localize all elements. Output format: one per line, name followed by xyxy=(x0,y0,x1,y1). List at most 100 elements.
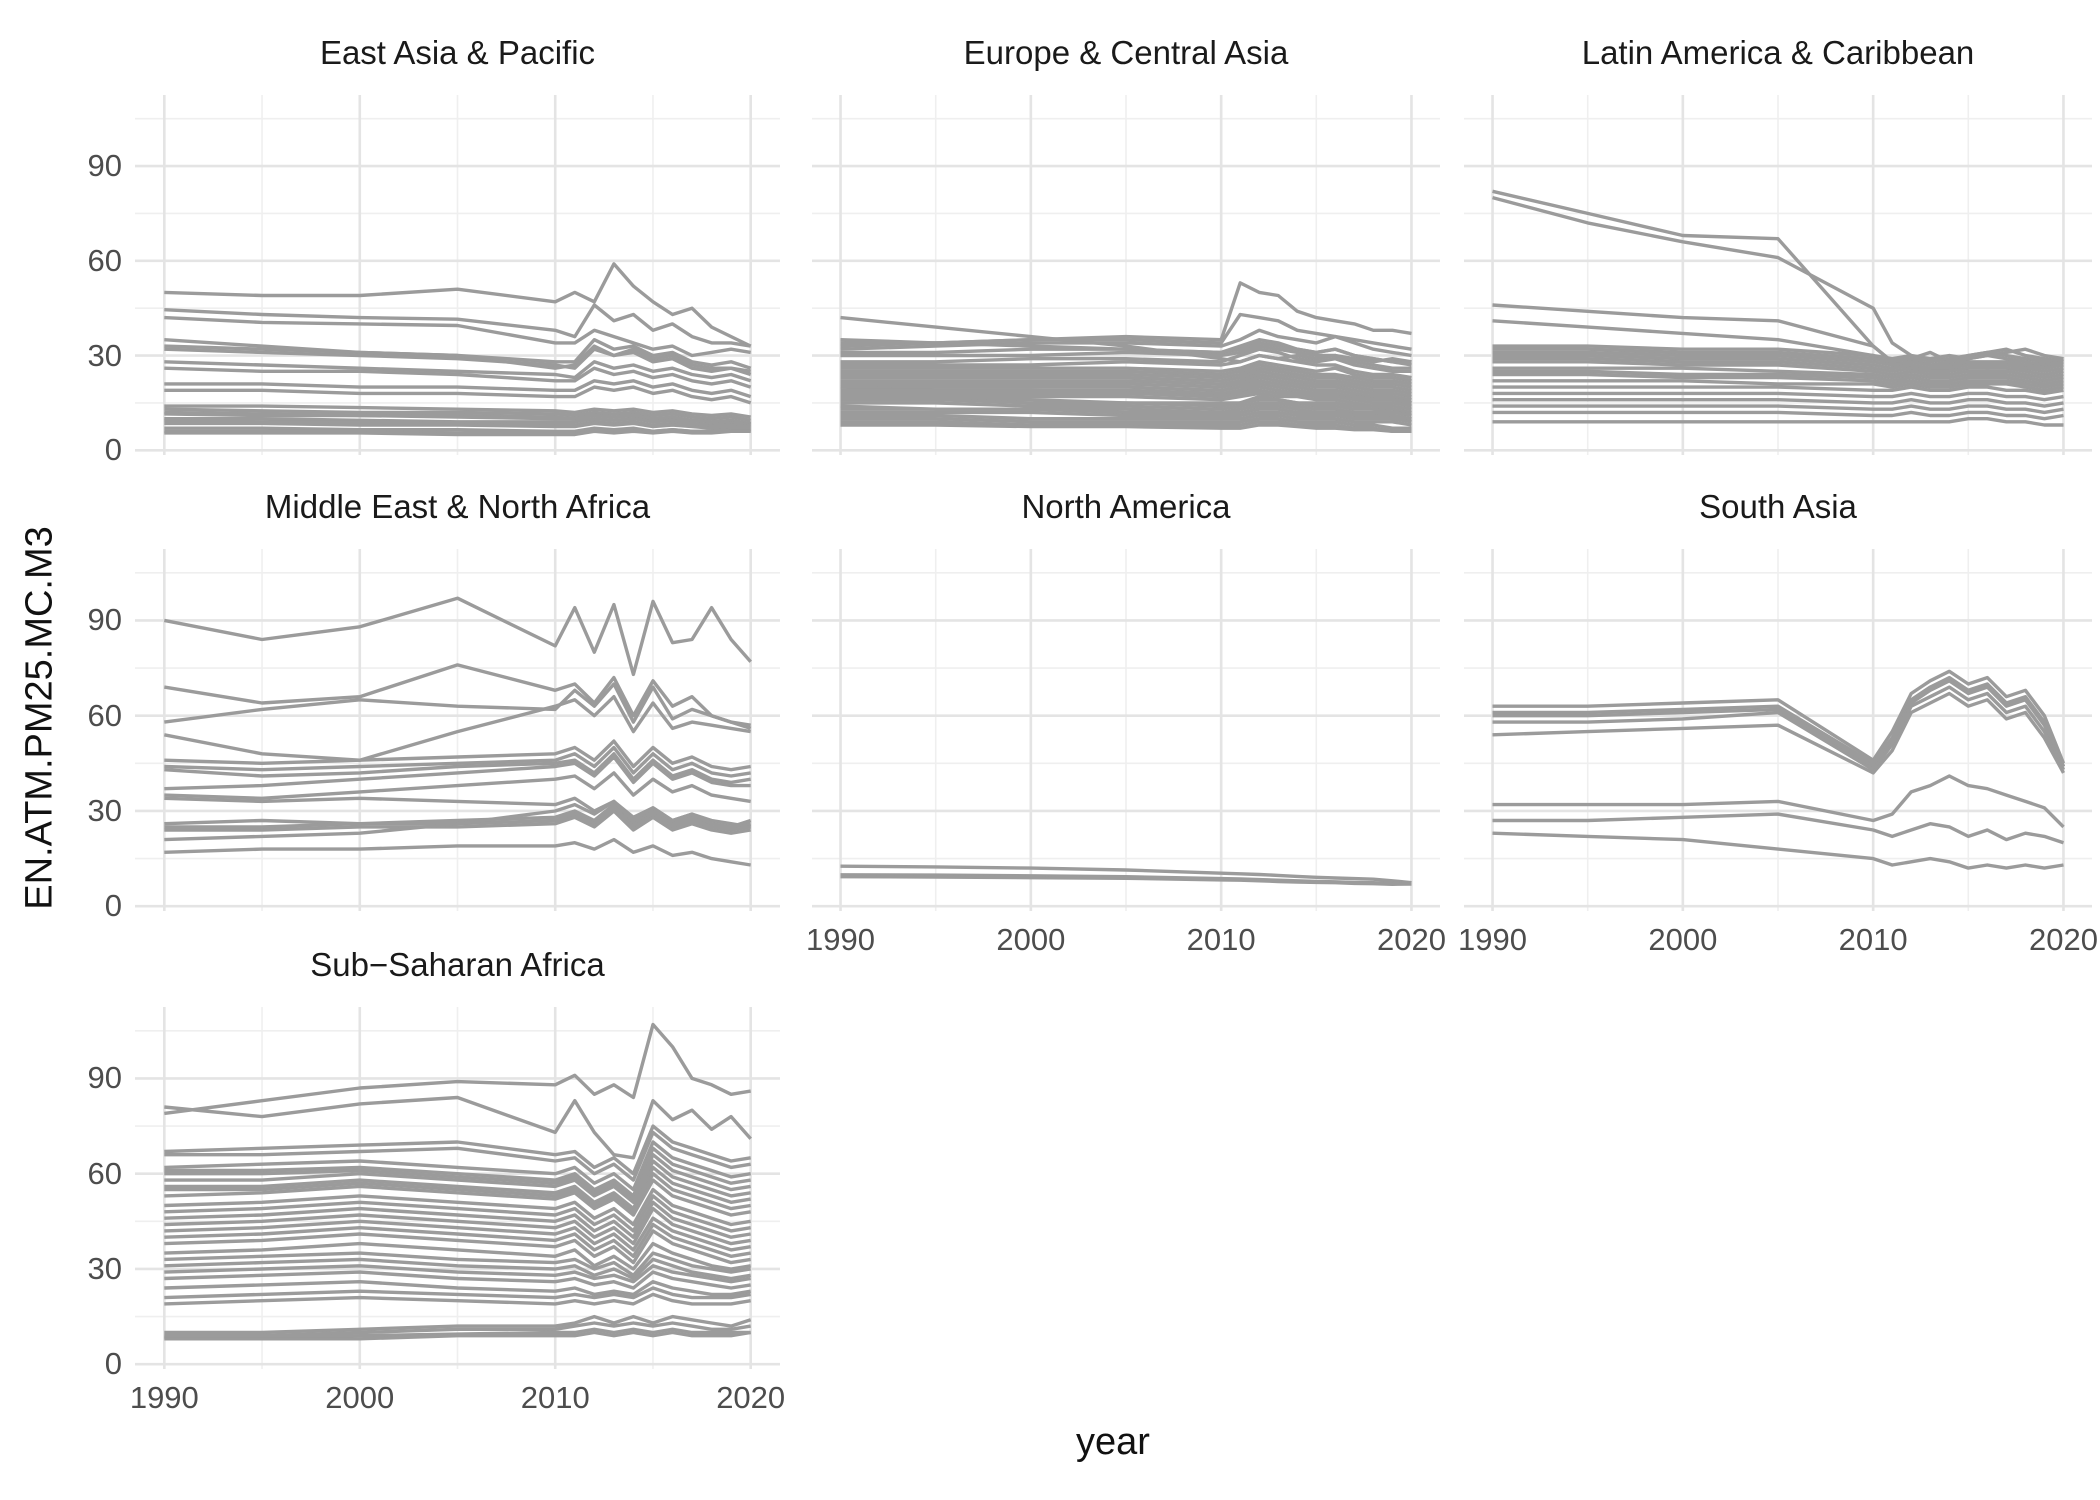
series-line xyxy=(1492,379,2064,392)
series-line xyxy=(1492,417,2064,427)
series-line xyxy=(164,1194,751,1233)
series-line xyxy=(1492,385,2064,396)
series-line xyxy=(840,407,1412,421)
series-line xyxy=(164,739,751,772)
x-tick-label: 2010 xyxy=(520,1380,590,1415)
y-tick-label: 90 xyxy=(87,148,122,184)
series-line xyxy=(164,1140,751,1192)
series-line xyxy=(164,337,752,370)
y-tick-label: 60 xyxy=(87,242,122,278)
series-line xyxy=(163,596,752,677)
y-tick-label: 60 xyxy=(87,697,122,733)
series-line xyxy=(840,366,1412,389)
series-line xyxy=(840,344,1412,370)
series-line xyxy=(840,391,1412,411)
series-line xyxy=(164,360,752,383)
series-line xyxy=(1492,831,2064,870)
series-line xyxy=(164,262,752,348)
y-tick-label: 0 xyxy=(104,432,122,468)
series-line xyxy=(164,1327,751,1339)
series-line xyxy=(1492,195,2064,361)
series-line xyxy=(164,366,752,389)
x-tick-label: 2000 xyxy=(325,1380,395,1415)
series-line xyxy=(164,1229,751,1265)
series-line xyxy=(164,806,751,832)
series-line xyxy=(164,379,752,399)
series-line xyxy=(164,421,751,430)
series-line xyxy=(840,398,1412,415)
x-tick-label: 2010 xyxy=(1838,922,1908,957)
series-line xyxy=(164,315,751,358)
series-line xyxy=(840,413,1412,427)
series-line xyxy=(164,429,751,437)
y-tick-label: 90 xyxy=(87,1060,122,1096)
series-line xyxy=(1492,410,2064,421)
series-line xyxy=(164,1241,751,1271)
series-line xyxy=(1492,675,2066,768)
series-line xyxy=(164,1146,751,1198)
facet-panel-south-asia xyxy=(1464,549,2092,911)
series-line xyxy=(1492,353,2064,373)
series-line xyxy=(164,412,751,426)
x-tick-label: 2020 xyxy=(716,1380,786,1415)
x-tick-label: 2000 xyxy=(996,922,1066,957)
series-line xyxy=(840,864,1412,885)
series-line xyxy=(1492,774,2065,829)
x-tick-label: 2010 xyxy=(1186,922,1256,957)
facet-panel-sub-saharan-africa xyxy=(135,1007,780,1369)
series-line xyxy=(840,369,1412,392)
series-line xyxy=(840,401,1412,418)
y-tick-label: 30 xyxy=(87,337,122,373)
series-line xyxy=(164,1280,751,1297)
series-line xyxy=(840,353,1412,380)
facet-plot-south-asia xyxy=(1464,549,2092,911)
series-line xyxy=(840,360,1412,383)
series-line xyxy=(840,312,1412,351)
series-line xyxy=(840,388,1412,408)
facet-title-sub-saharan-africa: Sub−Saharan Africa xyxy=(310,946,605,983)
facet-title-north-america: North America xyxy=(1021,488,1231,525)
x-tick-label: 1990 xyxy=(129,1380,199,1415)
series-line xyxy=(840,875,1412,886)
series-line xyxy=(164,1022,751,1116)
x-tick-label: 2020 xyxy=(2028,922,2098,957)
x-tick-label: 2000 xyxy=(1648,922,1718,957)
series-line xyxy=(1492,669,2066,764)
series-line xyxy=(1492,679,2066,769)
series-line xyxy=(164,755,751,791)
y-tick-label: 0 xyxy=(104,1346,122,1382)
y-tick-label: 60 xyxy=(87,1155,122,1191)
series-line xyxy=(164,1314,752,1335)
series-line xyxy=(164,1200,751,1239)
series-line xyxy=(1492,366,2064,383)
series-line xyxy=(840,337,1412,367)
series-line xyxy=(164,1171,751,1214)
series-line xyxy=(1492,369,2064,386)
facet-plot-east-asia-pacific xyxy=(135,95,780,455)
series-line xyxy=(164,303,751,348)
series-line xyxy=(840,328,1412,358)
facet-plot-middle-east-north-africa xyxy=(135,549,780,911)
series-line xyxy=(164,385,752,405)
series-line xyxy=(164,771,751,804)
y-tick-label: 30 xyxy=(87,1250,122,1286)
series-line xyxy=(164,1130,751,1182)
series-line xyxy=(840,417,1412,430)
series-line xyxy=(164,1178,751,1217)
series-line xyxy=(164,1292,751,1306)
series-line xyxy=(840,375,1412,399)
series-line xyxy=(164,1257,751,1281)
series-line xyxy=(164,1187,751,1227)
series-line xyxy=(164,1159,751,1205)
series-line xyxy=(1492,372,2064,389)
series-line xyxy=(164,1165,751,1211)
series-line xyxy=(164,745,751,778)
facet-plot-europe-central-asia xyxy=(812,95,1440,455)
series-line xyxy=(164,1251,751,1277)
facet-title-europe-central-asia: Europe & Central Asia xyxy=(963,34,1289,71)
series-line xyxy=(1492,404,2064,415)
series-line xyxy=(164,1286,751,1300)
facet-panel-middle-east-north-africa xyxy=(135,549,780,911)
series-line xyxy=(164,1216,751,1252)
